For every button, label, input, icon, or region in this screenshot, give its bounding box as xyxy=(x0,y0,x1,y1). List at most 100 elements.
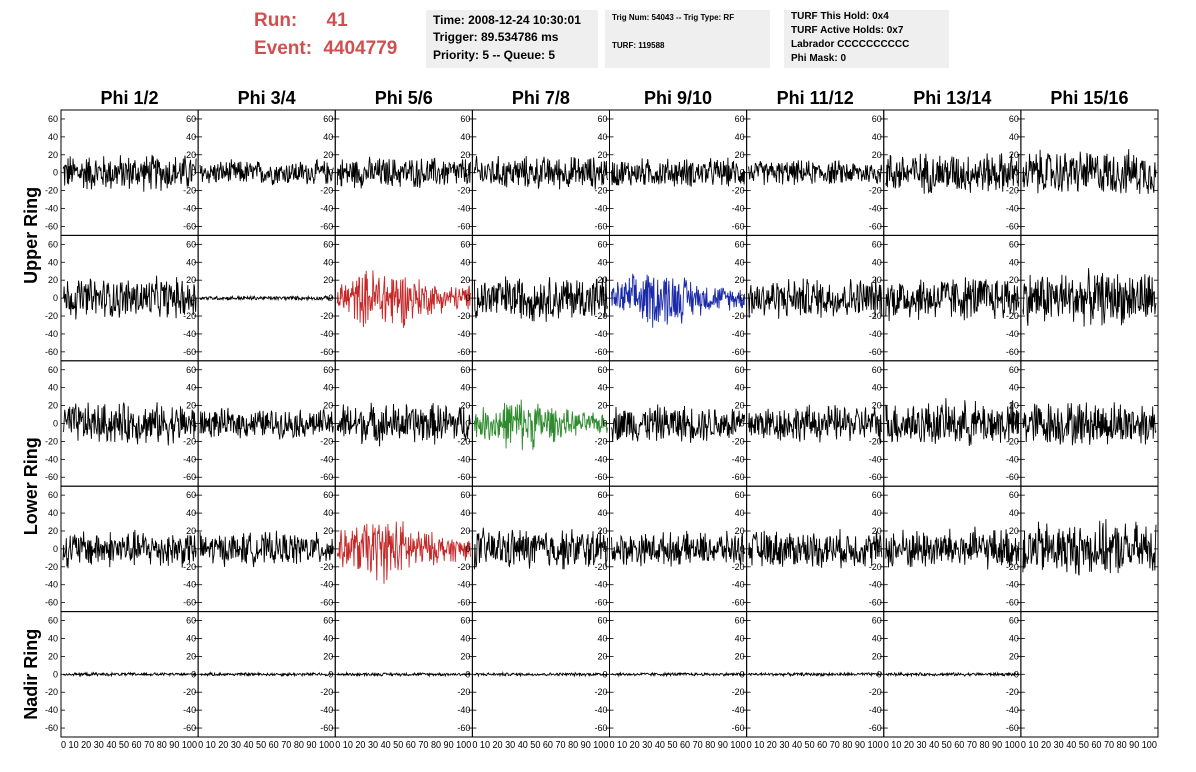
y-tick-label: 40 xyxy=(1009,257,1019,267)
y-tick-label: -60 xyxy=(183,598,196,608)
y-tick-label: 20 xyxy=(1009,150,1019,160)
y-tick-label: 0 xyxy=(877,544,882,554)
y-tick-label: 20 xyxy=(323,526,333,536)
panel-frame xyxy=(334,485,473,613)
y-tick-label: 20 xyxy=(597,150,607,160)
y-tick-label: -40 xyxy=(457,454,470,464)
y-tick-label: -60 xyxy=(869,598,882,608)
x-tick-labels: 0 10 20 30 40 50 60 70 80 90 100 xyxy=(610,740,746,751)
waveform-trace xyxy=(336,270,471,328)
y-tick-label: 60 xyxy=(48,616,58,626)
y-tick-label: -60 xyxy=(594,723,607,733)
y-tick-label: 0 xyxy=(53,293,58,303)
waveform-trace xyxy=(199,530,334,568)
y-tick-label: 60 xyxy=(735,365,745,375)
y-tick-label: 60 xyxy=(186,365,196,375)
y-tick-label: 40 xyxy=(597,132,607,142)
y-tick-label: 20 xyxy=(48,651,58,661)
y-tick-label: 40 xyxy=(735,383,745,393)
y-tick-label: -40 xyxy=(45,705,58,715)
y-tick-label: 60 xyxy=(735,616,745,626)
y-tick-label: -60 xyxy=(45,472,58,482)
y-tick-label: 40 xyxy=(186,633,196,643)
waveform-trace xyxy=(885,277,1020,322)
y-tick-label: 20 xyxy=(735,651,745,661)
y-tick-label: -20 xyxy=(732,186,745,196)
y-tick-label: -40 xyxy=(732,329,745,339)
y-tick-label: -20 xyxy=(457,311,470,321)
y-tick-label: -60 xyxy=(594,598,607,608)
y-tick-label: 40 xyxy=(323,508,333,518)
y-tick-label: 20 xyxy=(735,275,745,285)
turf-info-box: TURF This Hold: 0x4 TURF Active Holds: 0… xyxy=(784,10,949,68)
y-tick-label: 0 xyxy=(328,544,333,554)
y-tick-label: -40 xyxy=(457,204,470,214)
y-tick-label: 40 xyxy=(1009,383,1019,393)
y-tick-label: -20 xyxy=(732,311,745,321)
y-tick-label: -60 xyxy=(45,221,58,231)
y-tick-label: 20 xyxy=(48,150,58,160)
y-tick-label: 60 xyxy=(735,239,745,249)
y-tick-label: -40 xyxy=(45,329,58,339)
y-tick-label: -40 xyxy=(45,454,58,464)
y-tick-label: 20 xyxy=(1009,401,1019,411)
x-tick-labels: 0 10 20 30 40 50 60 70 80 90 100 xyxy=(884,740,1020,751)
time-info-box: Time: 2008-12-24 10:30:01 Trigger: 89.53… xyxy=(426,10,598,68)
y-tick-label: 0 xyxy=(602,544,607,554)
y-tick-label: 0 xyxy=(53,419,58,429)
y-tick-label: -60 xyxy=(457,347,470,357)
y-tick-label: 0 xyxy=(191,293,196,303)
column-headers: Phi 1/2 Phi 3/4 Phi 5/6 Phi 7/8 Phi 9/10 Phi … xyxy=(101,88,1129,108)
y-tick-label: 0 xyxy=(740,669,745,679)
waveform-trace xyxy=(611,530,746,567)
y-tick-label: 0 xyxy=(740,168,745,178)
y-tick-label: 20 xyxy=(460,150,470,160)
y-tick-label: -20 xyxy=(457,186,470,196)
y-tick-label: 60 xyxy=(186,114,196,124)
x-tick-labels: 0 10 20 30 40 50 60 70 80 90 100 xyxy=(335,740,471,751)
y-tick-label: 20 xyxy=(597,526,607,536)
trig-info-box: Trig Num: 54043 -- Trig Type: RF TURF: 1… xyxy=(605,10,770,68)
y-tick-label: 60 xyxy=(597,239,607,249)
y-tick-label: 20 xyxy=(872,651,882,661)
waveform-trace xyxy=(199,671,334,678)
y-tick-label: 60 xyxy=(1009,490,1019,500)
y-tick-label: 40 xyxy=(597,257,607,267)
waveform-trace xyxy=(885,526,1020,570)
y-tick-label: -20 xyxy=(45,687,58,697)
waveform-trace xyxy=(748,404,883,443)
y-tick-label: -20 xyxy=(594,562,607,572)
y-tick-label: 40 xyxy=(1009,508,1019,518)
y-tick-label: 40 xyxy=(872,508,882,518)
y-tick-label: 40 xyxy=(323,383,333,393)
y-tick-label: 20 xyxy=(735,526,745,536)
y-tick-label: -40 xyxy=(320,329,333,339)
y-tick-label: 60 xyxy=(460,365,470,375)
y-tick-label: 20 xyxy=(460,526,470,536)
y-tick-label: 60 xyxy=(597,365,607,375)
y-tick-label: -20 xyxy=(594,436,607,446)
y-tick-label: 0 xyxy=(191,544,196,554)
y-tick-label: 0 xyxy=(191,669,196,679)
y-tick-label: 40 xyxy=(48,257,58,267)
y-tick-label: -40 xyxy=(594,329,607,339)
y-tick-label: 20 xyxy=(48,526,58,536)
y-tick-label: 60 xyxy=(323,490,333,500)
event-label: Event: xyxy=(254,38,313,59)
panel-frame xyxy=(1020,611,1159,738)
y-tick-label: 0 xyxy=(740,544,745,554)
column-header: Phi 9/10 xyxy=(644,88,712,108)
y-tick-label: -60 xyxy=(183,723,196,733)
panel-frame xyxy=(334,234,473,362)
y-tick-label: -40 xyxy=(732,705,745,715)
waveform-trace xyxy=(748,528,883,569)
waveform-trace xyxy=(62,671,197,678)
waveform-trace xyxy=(473,399,608,451)
y-tick-label: 20 xyxy=(186,150,196,160)
y-tick-label: 60 xyxy=(1009,114,1019,124)
y-tick-label: -40 xyxy=(1006,329,1019,339)
y-tick-label: 60 xyxy=(872,114,882,124)
y-tick-label: 20 xyxy=(872,401,882,411)
x-tick-labels: 0 10 20 30 40 50 60 70 80 90 100 xyxy=(747,740,883,751)
y-tick-label: 40 xyxy=(872,132,882,142)
